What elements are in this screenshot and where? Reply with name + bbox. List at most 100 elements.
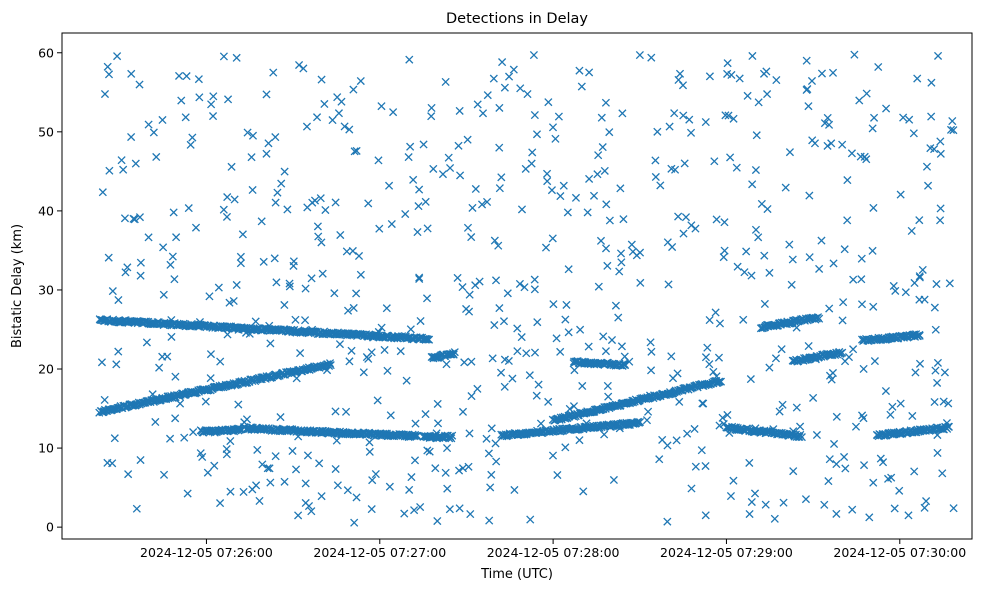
- data-point: [598, 143, 607, 152]
- data-point: [149, 128, 158, 137]
- data-point: [466, 510, 475, 519]
- data-point: [108, 459, 117, 468]
- data-point: [528, 148, 537, 157]
- data-point: [712, 372, 721, 381]
- data-point: [855, 96, 864, 105]
- data-point: [747, 497, 756, 507]
- data-point: [239, 324, 249, 333]
- data-point: [663, 517, 672, 526]
- data-point: [467, 357, 476, 366]
- data-point: [627, 240, 636, 249]
- data-point: [859, 414, 868, 423]
- data-point: [720, 246, 729, 255]
- data-point: [635, 417, 645, 427]
- data-point: [229, 296, 238, 306]
- data-point: [264, 139, 273, 148]
- data-point: [611, 301, 620, 310]
- data-point: [174, 71, 184, 80]
- data-point: [129, 214, 138, 223]
- data-point: [333, 481, 342, 490]
- data-point: [739, 315, 748, 324]
- data-point: [321, 205, 330, 215]
- data-point: [423, 335, 432, 344]
- data-point: [354, 251, 364, 261]
- data-point: [262, 149, 271, 158]
- data-point: [182, 72, 191, 81]
- y-tick-label: 60: [38, 45, 54, 60]
- data-point: [698, 399, 707, 408]
- data-point: [945, 279, 954, 288]
- data-point: [785, 148, 794, 157]
- data-point: [564, 328, 573, 337]
- y-axis: 0 10 20 30 40 50 60: [38, 45, 62, 535]
- data-point: [802, 56, 811, 65]
- data-point: [343, 486, 352, 495]
- data-point: [113, 52, 122, 61]
- data-point: [716, 377, 726, 386]
- data-point: [805, 253, 814, 262]
- data-point: [331, 407, 340, 416]
- data-point: [911, 368, 920, 377]
- data-point: [385, 482, 394, 491]
- data-point: [301, 479, 310, 488]
- data-point: [266, 339, 275, 348]
- data-point: [827, 139, 836, 148]
- data-point: [488, 354, 497, 363]
- data-point: [554, 112, 563, 121]
- data-point: [805, 191, 814, 200]
- data-point: [465, 429, 474, 438]
- data-point: [301, 316, 310, 325]
- data-point: [843, 216, 852, 225]
- data-point: [926, 144, 935, 153]
- data-point: [594, 151, 603, 160]
- data-point: [616, 249, 626, 258]
- x-tick-label: 2024-12-05 07:26:00: [140, 545, 273, 560]
- data-point: [907, 226, 916, 235]
- data-point: [148, 390, 157, 399]
- data-point: [223, 193, 232, 202]
- data-point: [423, 446, 432, 455]
- data-point: [757, 199, 766, 208]
- data-point: [259, 257, 268, 266]
- data-point: [183, 489, 192, 498]
- data-point: [248, 485, 257, 494]
- data-point: [317, 238, 326, 247]
- data-point: [422, 294, 432, 303]
- data-point: [423, 224, 432, 233]
- data-point: [668, 242, 677, 252]
- data-point: [463, 135, 472, 144]
- data-point: [306, 426, 315, 435]
- data-point: [578, 381, 587, 391]
- data-point: [159, 470, 169, 479]
- y-tick-label: 20: [38, 362, 54, 377]
- data-point: [651, 172, 660, 182]
- data-point: [509, 65, 518, 74]
- data-point: [615, 424, 624, 433]
- data-point: [359, 368, 368, 377]
- data-point: [647, 347, 656, 356]
- data-point: [815, 264, 824, 273]
- data-point: [332, 436, 341, 445]
- data-point: [570, 366, 579, 375]
- data-point: [203, 468, 212, 477]
- data-point: [151, 417, 160, 427]
- data-point: [596, 236, 606, 245]
- data-point: [352, 493, 361, 502]
- data-point: [500, 83, 509, 92]
- data-point: [135, 213, 144, 222]
- data-point: [410, 506, 419, 515]
- data-point: [158, 115, 167, 125]
- data-point: [607, 335, 617, 345]
- data-point: [931, 366, 940, 375]
- data-point: [415, 273, 424, 282]
- data-point: [909, 129, 918, 138]
- data-point: [532, 130, 542, 139]
- data-point: [429, 164, 438, 173]
- data-point: [402, 376, 411, 385]
- data-point: [647, 53, 656, 62]
- data-point: [653, 127, 662, 136]
- data-point: [348, 329, 357, 338]
- data-point: [691, 462, 700, 471]
- data-point: [216, 357, 225, 366]
- data-point: [600, 430, 609, 439]
